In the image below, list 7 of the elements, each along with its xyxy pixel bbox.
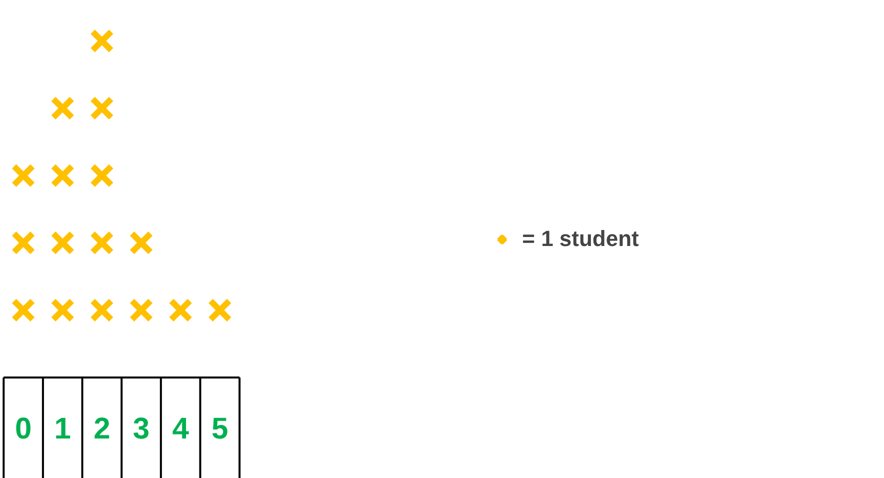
- x-tick-label: 0: [14, 412, 32, 446]
- x-tick-label: 3: [132, 412, 150, 446]
- x-tick-label: 1: [54, 412, 71, 446]
- x-tick-label: 2: [94, 412, 110, 446]
- legend-label: = 1 student: [522, 226, 639, 252]
- x-tick-label: 4: [172, 412, 190, 446]
- x-tick-label: 5: [212, 412, 228, 446]
